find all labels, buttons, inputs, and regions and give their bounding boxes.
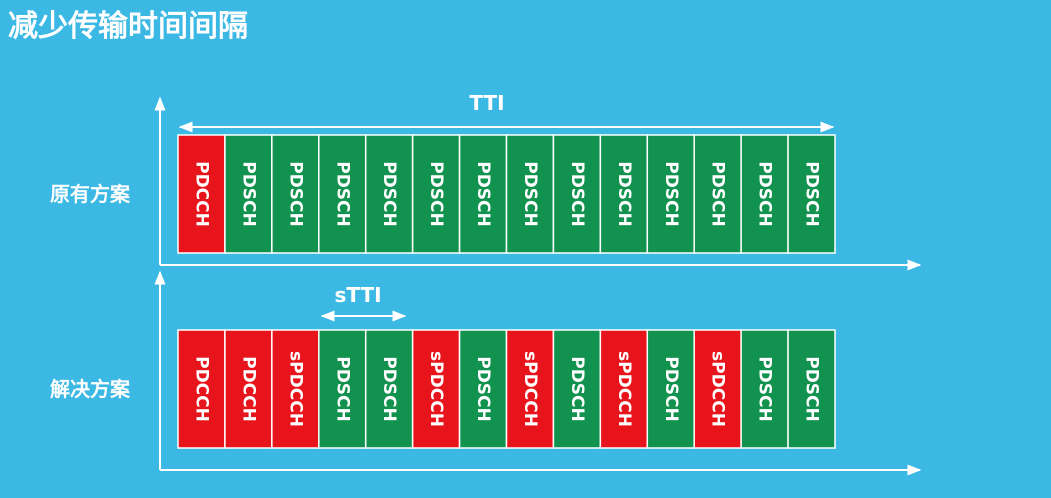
cell-label: PDSCH [473, 161, 493, 227]
cell-label: sPDCCH [426, 351, 446, 427]
cell [224, 329, 273, 449]
cell-label: sPDCCH [285, 351, 305, 427]
cell [740, 329, 789, 449]
cell-label: PDSCH [661, 356, 681, 422]
cell-label: PDCCH [191, 356, 211, 422]
cell-label: PDSCH [332, 161, 352, 227]
cell [224, 134, 273, 254]
cell [693, 329, 742, 449]
cell [458, 134, 508, 254]
cell-label: PDSCH [520, 161, 540, 227]
cell-label: PDSCH [238, 161, 258, 227]
cell-label: PDSCH [379, 356, 399, 422]
cell [552, 329, 602, 449]
cell-label: PDSCH [802, 356, 822, 422]
cell [318, 329, 367, 449]
cell-label: PDSCH [567, 161, 587, 227]
cell-label: PDCCH [238, 356, 258, 422]
cell-label: PDCCH [191, 161, 211, 227]
cell-label: PDSCH [614, 161, 634, 227]
cell-label: sPDCCH [708, 351, 728, 427]
cell-label: PDSCH [661, 161, 681, 227]
cell [552, 134, 602, 254]
cell-label: PDSCH [567, 356, 587, 422]
stti-label: sTTI [334, 283, 381, 307]
cell [740, 134, 789, 254]
cell-label: PDSCH [285, 161, 305, 227]
row-label: 解决方案 [50, 377, 131, 401]
cell [271, 329, 320, 449]
cell-label: PDSCH [426, 161, 446, 227]
cell [646, 329, 695, 449]
cell-label: PDSCH [755, 161, 775, 227]
cell-label: PDSCH [708, 161, 728, 227]
cell-label: sPDCCH [614, 351, 634, 427]
cell [599, 329, 649, 449]
cell [458, 329, 508, 449]
title: 减少传输时间间隔 [8, 9, 248, 44]
cell-label: PDSCH [473, 356, 493, 422]
cell [599, 134, 649, 254]
cell [787, 134, 836, 254]
cell [271, 134, 320, 254]
cell [646, 134, 695, 254]
cell-label: sPDCCH [520, 351, 540, 427]
tti-label: TTI [469, 91, 504, 115]
row-label: 原有方案 [50, 182, 131, 206]
cell [364, 329, 414, 449]
cell [364, 134, 414, 254]
cell [318, 134, 367, 254]
cell-label: PDSCH [802, 161, 822, 227]
cell [177, 329, 226, 449]
cell [505, 329, 555, 449]
cell-label: PDSCH [332, 356, 352, 422]
cell [787, 329, 836, 449]
cell-label: PDSCH [379, 161, 399, 227]
cell [505, 134, 555, 254]
cell [411, 134, 461, 254]
cell-label: PDSCH [755, 356, 775, 422]
